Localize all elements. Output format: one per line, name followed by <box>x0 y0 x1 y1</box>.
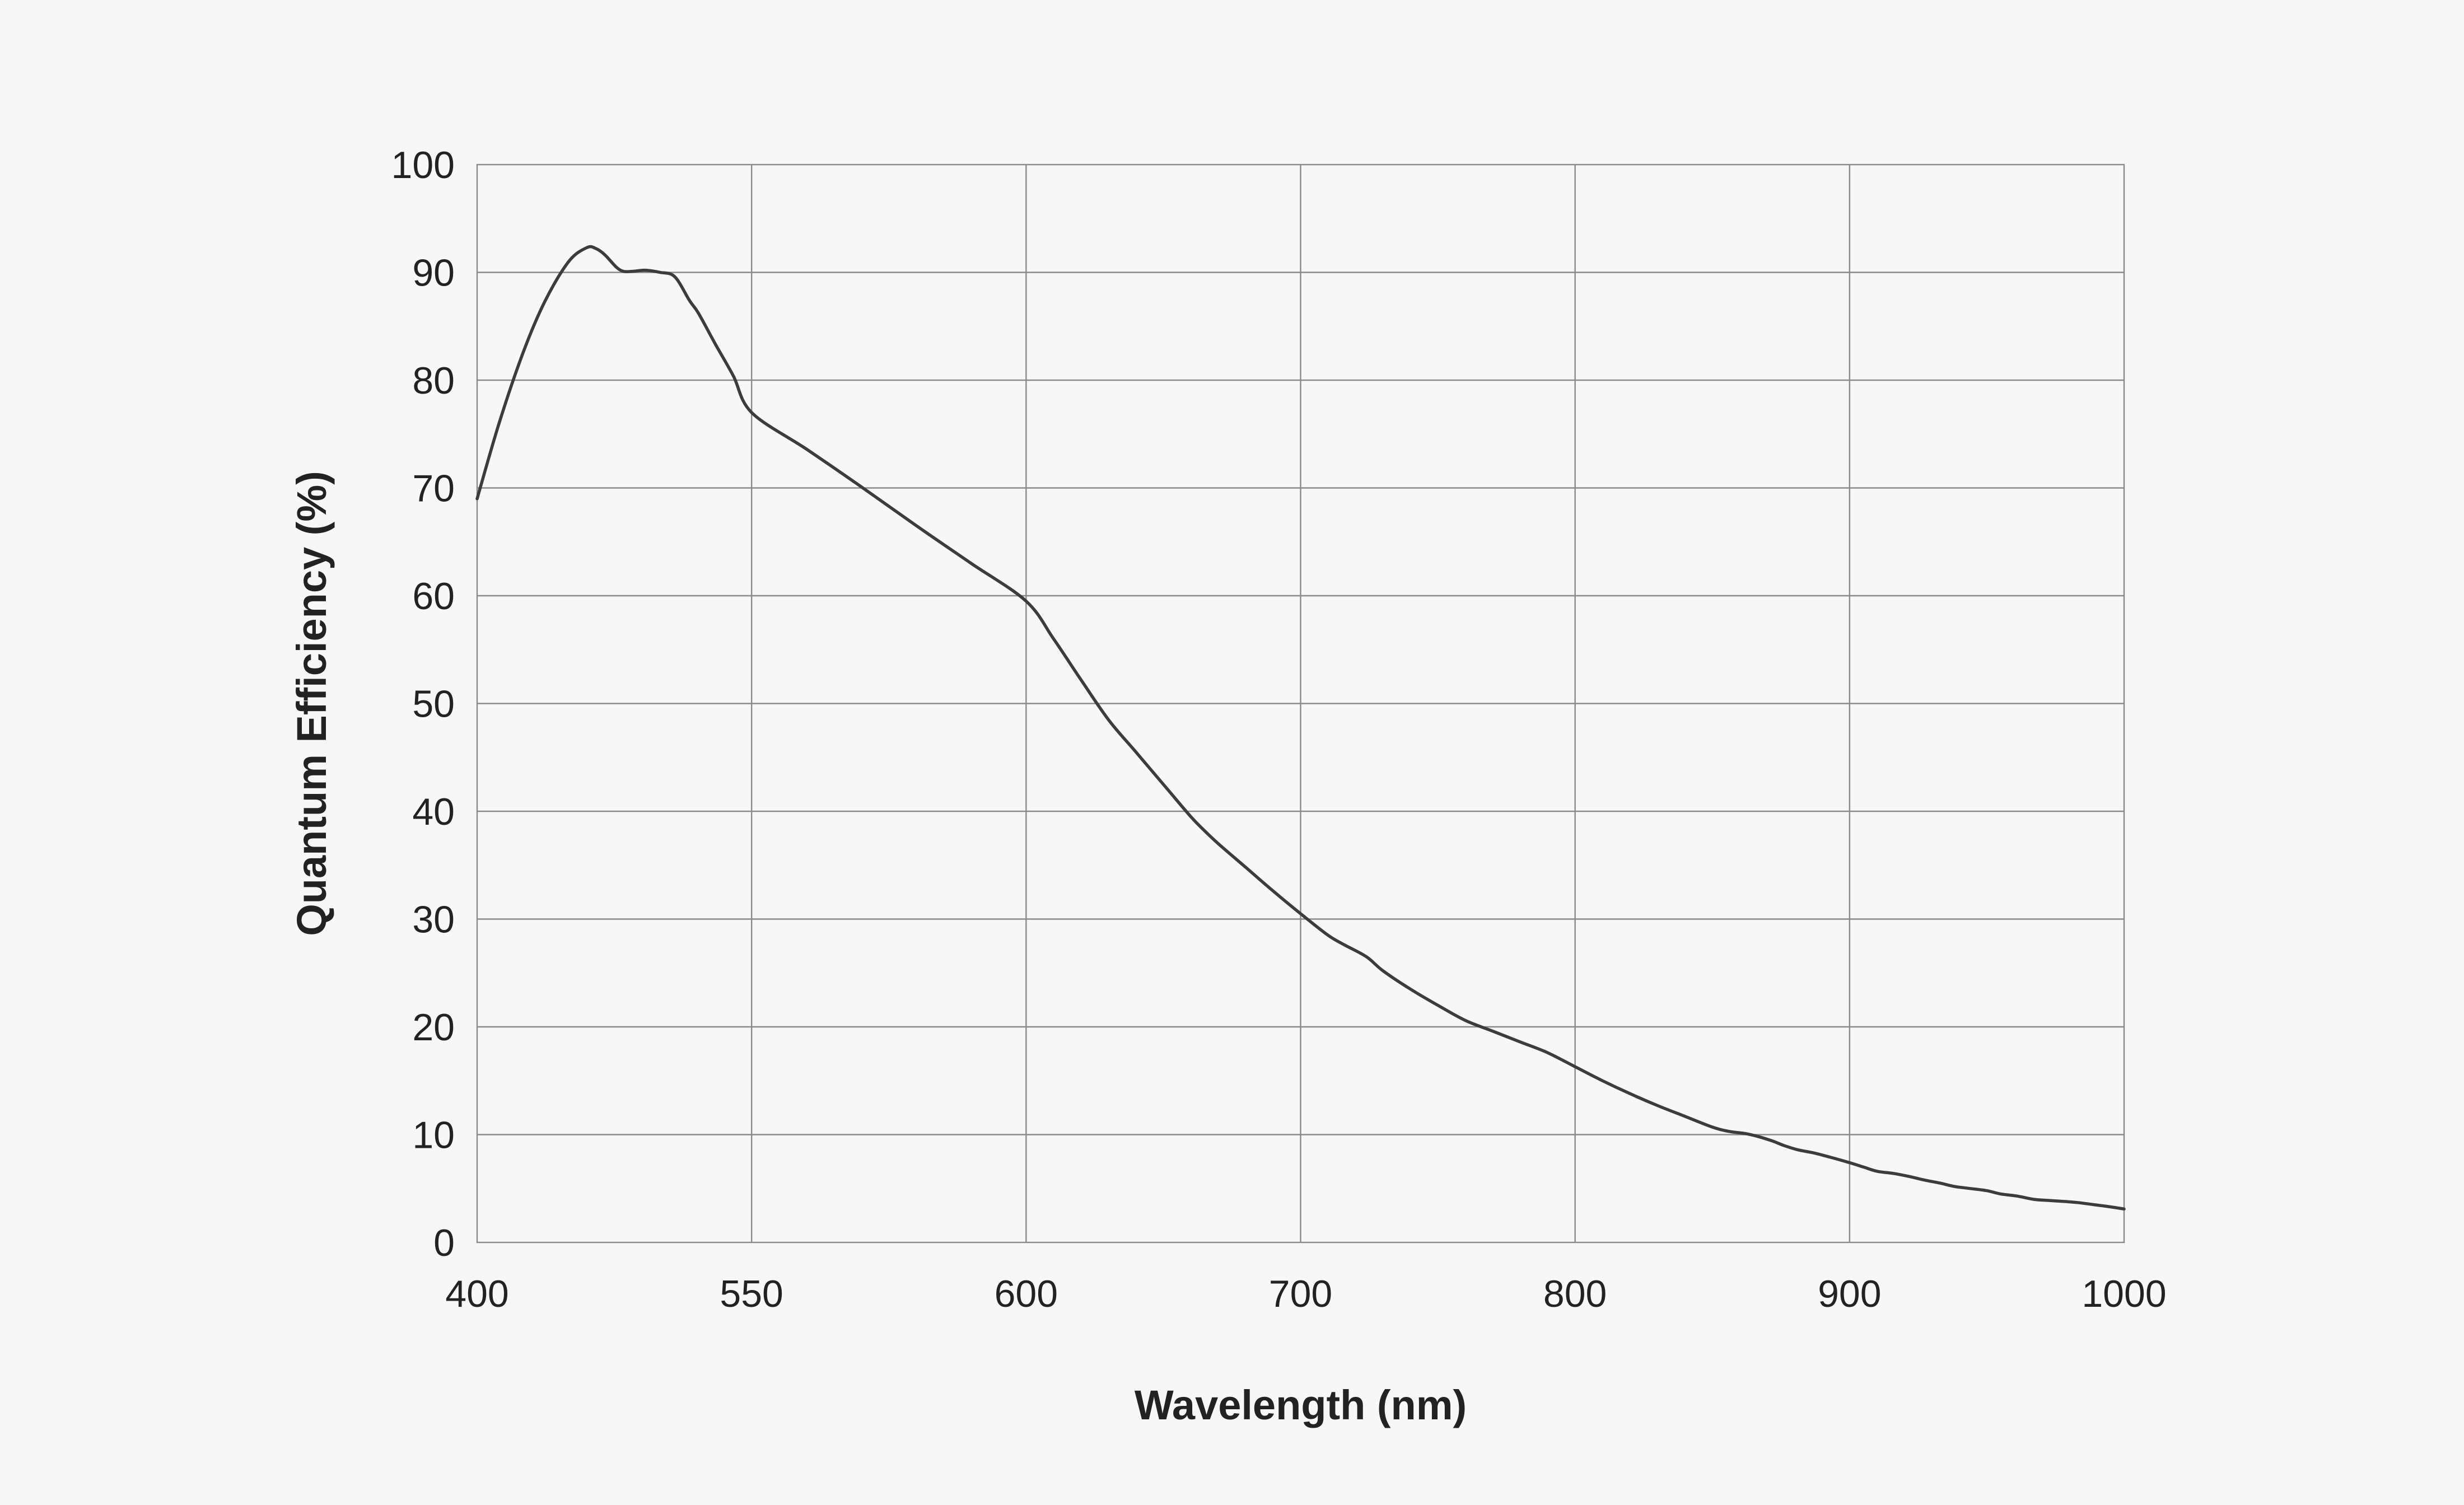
series-line-quantum-efficiency <box>475 245 2126 1211</box>
y-axis-title: Quantum Efficiency (%) <box>288 471 335 936</box>
y-tick-label: 30 <box>412 899 455 941</box>
x-tick-label: 700 <box>1269 1273 1332 1315</box>
x-tick-label: 800 <box>1543 1273 1607 1315</box>
y-tick-label: 20 <box>412 1006 455 1049</box>
x-tick-label: 550 <box>720 1273 783 1315</box>
y-tick-label: 50 <box>412 683 455 726</box>
x-tick-label: 900 <box>1818 1273 1881 1315</box>
y-tick-label: 70 <box>412 468 455 510</box>
x-tick-labels: 400 550 600 700 800 900 1000 <box>445 1273 2166 1315</box>
y-tick-labels: 0 10 20 30 40 50 60 70 80 90 100 <box>391 144 455 1264</box>
x-tick-label: 400 <box>445 1273 508 1315</box>
plot-frame <box>476 163 2125 1244</box>
y-tick-label: 10 <box>412 1114 455 1157</box>
x-axis-title: Wavelength (nm) <box>1135 1382 1467 1428</box>
y-tick-label: 80 <box>412 359 455 402</box>
x-tick-label: 600 <box>995 1273 1058 1315</box>
grid <box>477 165 2124 1242</box>
y-tick-label: 40 <box>412 791 455 833</box>
y-tick-label: 90 <box>412 252 455 295</box>
y-tick-label: 60 <box>412 575 455 618</box>
y-tick-label: 100 <box>391 144 455 186</box>
x-tick-label: 1000 <box>2082 1273 2166 1315</box>
series-group <box>475 245 2126 1211</box>
y-tick-label: 0 <box>433 1222 455 1264</box>
